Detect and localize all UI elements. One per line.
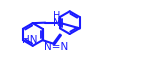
Text: N=N: N=N xyxy=(45,42,69,52)
Text: H: H xyxy=(53,11,60,21)
Text: HN: HN xyxy=(22,35,38,45)
Text: N: N xyxy=(53,18,61,28)
